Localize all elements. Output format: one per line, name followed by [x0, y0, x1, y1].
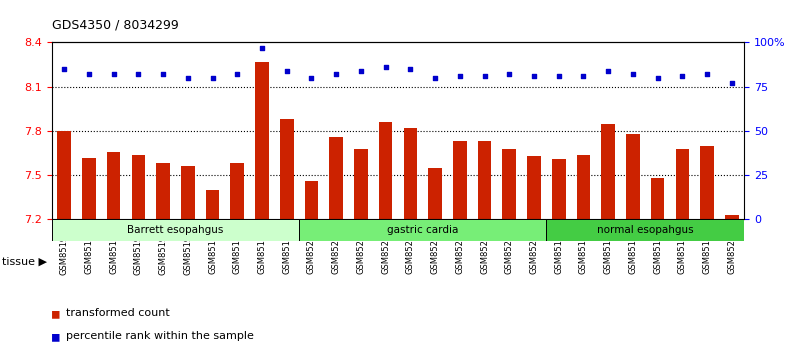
- Point: [256, 45, 268, 51]
- Point: [181, 75, 194, 81]
- Bar: [676, 149, 689, 219]
- Point: [503, 72, 516, 77]
- Bar: [299, 219, 546, 241]
- Bar: [131, 155, 145, 219]
- Point: [206, 75, 219, 81]
- Text: transformed count: transformed count: [66, 308, 170, 318]
- Point: [83, 72, 96, 77]
- Text: ■: ■: [52, 307, 59, 320]
- Bar: [453, 141, 466, 219]
- Text: GDS4350 / 8034299: GDS4350 / 8034299: [52, 19, 178, 32]
- Point: [454, 73, 466, 79]
- Bar: [404, 128, 417, 219]
- Bar: [280, 119, 294, 219]
- Bar: [502, 149, 516, 219]
- Bar: [428, 168, 442, 219]
- Text: Barrett esopahgus: Barrett esopahgus: [127, 225, 224, 235]
- Bar: [52, 219, 299, 241]
- Point: [651, 75, 664, 81]
- Text: percentile rank within the sample: percentile rank within the sample: [66, 331, 254, 341]
- Point: [305, 75, 318, 81]
- Point: [626, 72, 639, 77]
- Bar: [651, 178, 665, 219]
- Bar: [57, 131, 71, 219]
- Point: [280, 68, 293, 74]
- Bar: [576, 155, 591, 219]
- Bar: [725, 215, 739, 219]
- Point: [602, 68, 615, 74]
- Text: gastric cardia: gastric cardia: [387, 225, 458, 235]
- Point: [552, 73, 565, 79]
- Bar: [546, 219, 744, 241]
- Point: [354, 68, 367, 74]
- Bar: [527, 156, 540, 219]
- Point: [429, 75, 442, 81]
- Bar: [230, 164, 244, 219]
- Point: [404, 66, 417, 72]
- Point: [725, 80, 738, 86]
- Bar: [602, 124, 615, 219]
- Point: [132, 72, 145, 77]
- Point: [107, 72, 120, 77]
- Bar: [552, 159, 566, 219]
- Bar: [82, 158, 96, 219]
- Bar: [107, 152, 120, 219]
- Point: [330, 72, 342, 77]
- Point: [379, 64, 392, 70]
- Bar: [156, 164, 170, 219]
- Point: [577, 73, 590, 79]
- Bar: [700, 146, 714, 219]
- Point: [58, 66, 71, 72]
- Bar: [181, 166, 194, 219]
- Point: [700, 72, 713, 77]
- Point: [231, 72, 244, 77]
- Bar: [330, 137, 343, 219]
- Bar: [256, 62, 269, 219]
- Bar: [626, 134, 640, 219]
- Point: [157, 72, 170, 77]
- Text: normal esopahgus: normal esopahgus: [597, 225, 693, 235]
- Text: tissue ▶: tissue ▶: [2, 257, 47, 267]
- Bar: [205, 190, 220, 219]
- Text: ■: ■: [52, 330, 59, 343]
- Bar: [379, 122, 392, 219]
- Point: [528, 73, 540, 79]
- Bar: [478, 141, 491, 219]
- Bar: [354, 149, 368, 219]
- Bar: [305, 181, 318, 219]
- Point: [676, 73, 689, 79]
- Point: [478, 73, 491, 79]
